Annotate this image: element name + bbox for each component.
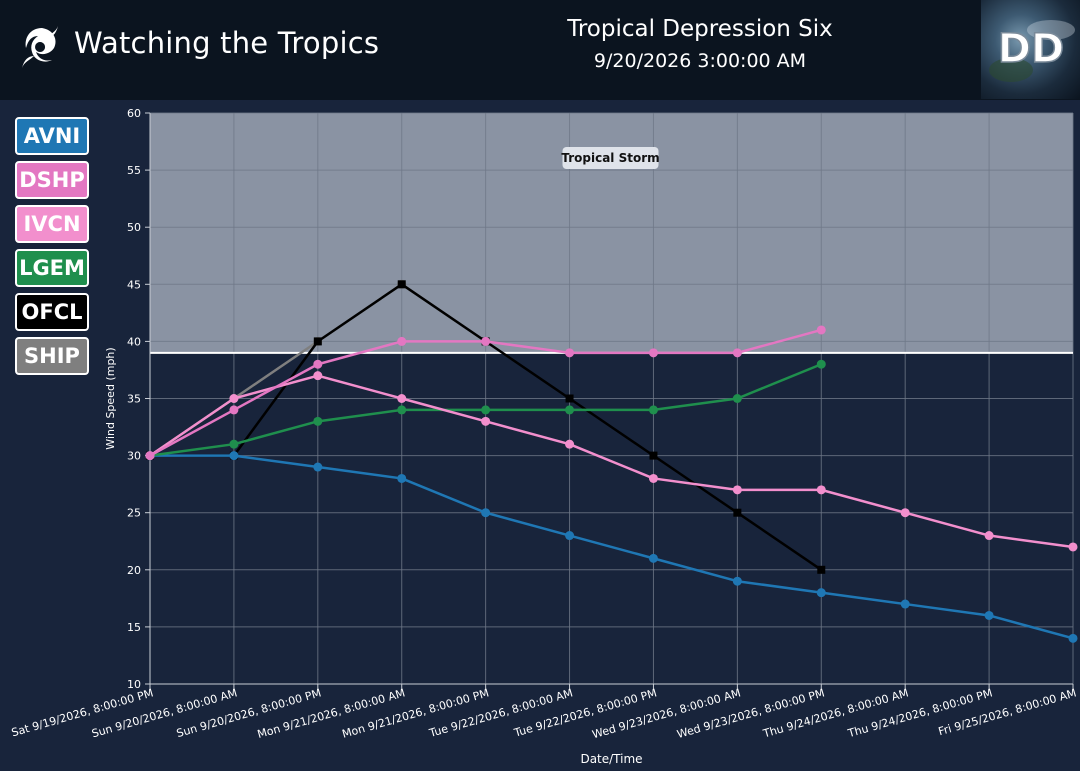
series-point-ivcn: [816, 325, 826, 335]
series-point-ivcn: [481, 336, 491, 346]
series-point-ofcl: [397, 280, 406, 289]
y-tick-label: 25: [127, 507, 141, 520]
series-point-avni: [900, 599, 910, 609]
x-tick-label: Thu 9/24/2026, 8:00:00 AM: [761, 686, 910, 740]
series-point-ivcn: [313, 359, 323, 369]
y-tick-label: 40: [127, 335, 141, 348]
series-point-ivcn: [565, 348, 575, 358]
x-tick-label: Wed 9/23/2026, 8:00:00 PM: [676, 686, 827, 741]
x-tick-label: Sat 9/19/2026, 8:00:00 PM: [10, 686, 155, 739]
x-tick-label: Wed 9/23/2026, 8:00:00 AM: [591, 686, 742, 741]
series-point-avni: [481, 508, 491, 518]
series-point-ivcn: [145, 451, 155, 461]
brand-logo: DD: [981, 0, 1080, 99]
x-tick-label: Tue 9/22/2026, 8:00:00 PM: [512, 686, 659, 739]
series-point-ivcn: [397, 336, 407, 346]
series-point-lgem: [732, 394, 742, 403]
series-point-ofcl: [565, 394, 574, 403]
y-tick-label: 30: [127, 450, 141, 463]
series-point-dshp: [732, 485, 742, 495]
series-point-lgem: [565, 405, 575, 415]
series-point-avni: [313, 462, 323, 472]
y-tick-label: 60: [127, 107, 141, 120]
y-tick-label: 55: [127, 164, 141, 177]
logo-text: DD: [998, 26, 1064, 72]
x-tick-label: Sun 9/20/2026, 8:00:00 PM: [175, 686, 323, 740]
y-tick-label: 15: [127, 621, 141, 634]
series-point-ofcl: [313, 337, 322, 346]
series-point-dshp: [229, 394, 239, 403]
threshold-label-box: [562, 147, 659, 169]
x-tick-label: Thu 9/24/2026, 8:00:00 PM: [846, 686, 994, 740]
series-point-ivcn: [732, 348, 742, 358]
series-point-avni: [229, 451, 239, 461]
x-tick-label: Mon 9/21/2026, 8:00:00 AM: [256, 686, 407, 741]
header-bar: Watching the Tropics Tropical Depression…: [0, 0, 1080, 100]
model-toggle-list: AVNI DSHP IVCN LGEM OFCL SHIP: [15, 117, 93, 381]
y-tick-label: 10: [127, 678, 141, 691]
storm-timestamp: 9/20/2026 3:00:00 AM: [593, 50, 807, 72]
series-point-dshp: [313, 371, 323, 381]
series-point-dshp: [984, 531, 994, 541]
model-toggle-avni[interactable]: AVNI: [15, 117, 89, 155]
x-tick-label: Tue 9/22/2026, 8:00:00 AM: [427, 686, 574, 740]
wind-speed-chart: Tropical Storm 10 15 20 25 30 35 40 45 50 55 60 Sat …: [10, 107, 1078, 766]
series-point-ofcl: [649, 451, 658, 460]
series-point-dshp: [1068, 542, 1078, 552]
series-point-lgem: [313, 416, 323, 426]
series-point-avni: [397, 473, 407, 483]
brand-title: Watching the Tropics: [74, 26, 380, 60]
x-tick-label: Fri 9/25/2026, 8:00:00 AM: [937, 686, 1078, 738]
series-point-dshp: [648, 473, 658, 483]
series-point-lgem: [229, 439, 239, 449]
model-toggle-ofcl[interactable]: OFCL: [15, 293, 89, 331]
x-tick-label: Mon 9/21/2026, 8:00:00 PM: [341, 686, 491, 740]
storm-name: Tropical Depression Six: [567, 16, 833, 42]
series-point-dshp: [816, 485, 826, 495]
series-point-lgem: [481, 405, 491, 415]
series-point-avni: [1068, 633, 1078, 643]
model-toggle-lgem[interactable]: LGEM: [15, 249, 89, 287]
model-toggle-ivcn[interactable]: IVCN: [15, 205, 89, 243]
series-point-ofcl: [817, 565, 826, 574]
series-point-avni: [984, 610, 994, 620]
series-point-lgem: [397, 405, 407, 415]
y-axis-title: Wind Speed (mph): [104, 347, 117, 449]
model-toggle-dshp[interactable]: DSHP: [15, 161, 89, 199]
series-point-avni: [648, 553, 658, 563]
hurricane-icon: [22, 26, 58, 68]
series-line-dshp: [149, 374, 1074, 549]
series-point-avni: [816, 588, 826, 598]
series-point-ivcn: [648, 348, 658, 358]
series-point-avni: [732, 576, 742, 586]
model-toggle-ship[interactable]: SHIP: [15, 337, 89, 375]
y-tick-label: 35: [127, 393, 141, 406]
series-point-dshp: [565, 439, 575, 449]
series-point-lgem: [648, 405, 658, 415]
series-point-ofcl: [733, 508, 742, 517]
series-point-lgem: [816, 359, 826, 369]
series-line-avni: [150, 454, 1074, 640]
threshold-label: Tropical Storm: [561, 151, 659, 165]
series-point-avni: [565, 531, 575, 541]
series-point-dshp: [397, 394, 407, 403]
series-point-ivcn: [229, 405, 239, 415]
x-axis-title: Date/Time: [580, 752, 642, 766]
y-tick-label: 50: [127, 221, 141, 234]
logo-mark: DD: [989, 20, 1075, 82]
y-tick-label: 45: [127, 278, 141, 291]
series-point-dshp: [900, 508, 910, 518]
y-tick-label: 20: [127, 564, 141, 577]
x-tick-label: Sun 9/20/2026, 8:00:00 AM: [90, 686, 238, 740]
series-point-dshp: [481, 416, 491, 426]
